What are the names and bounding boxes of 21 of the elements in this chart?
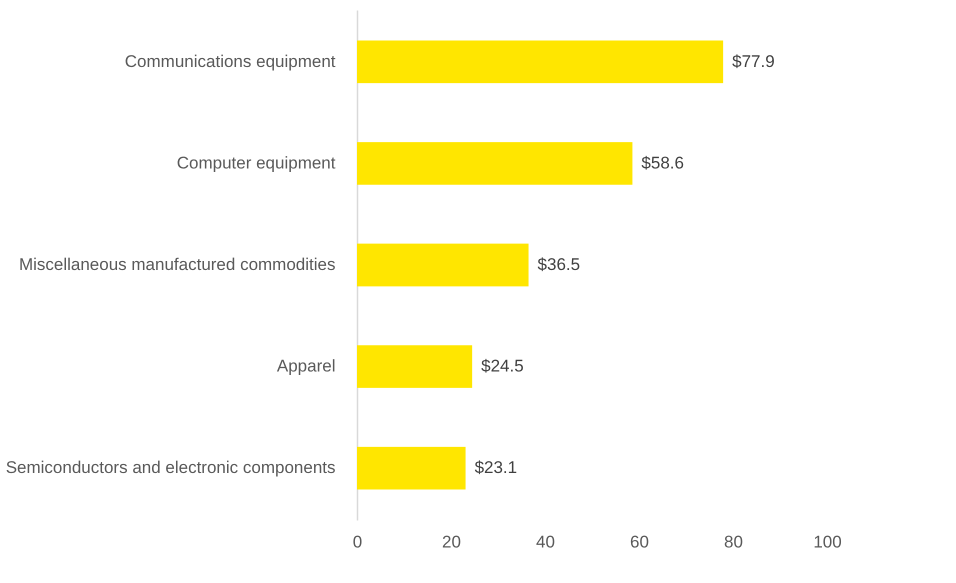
x-tick-label: 0 [352, 532, 362, 552]
x-tick-label: 20 [442, 532, 461, 552]
data-label: $77.9 [732, 52, 775, 71]
x-tick-label: 80 [724, 532, 743, 552]
x-tick-label: 40 [536, 532, 555, 552]
y-tick-label: Miscellaneous manufactured commodities [18, 255, 336, 274]
data-label: $58.6 [641, 153, 684, 172]
y-tick-label: Apparel [276, 356, 336, 376]
data-label: $36.5 [538, 255, 580, 274]
data-label: $23.1 [474, 458, 518, 478]
y-tick-label: Semiconductors and electronic components [6, 458, 336, 478]
data-label: $24.5 [481, 356, 524, 376]
bar [357, 40, 724, 84]
bar [357, 446, 466, 490]
x-tick-label: 60 [630, 532, 649, 552]
x-tick-label: 100 [813, 532, 842, 552]
y-tick-label: Computer equipment [176, 153, 336, 172]
y-tick-label: Communications equipment [124, 52, 336, 71]
bar [357, 345, 472, 388]
bar [357, 244, 529, 286]
bar [357, 142, 632, 185]
